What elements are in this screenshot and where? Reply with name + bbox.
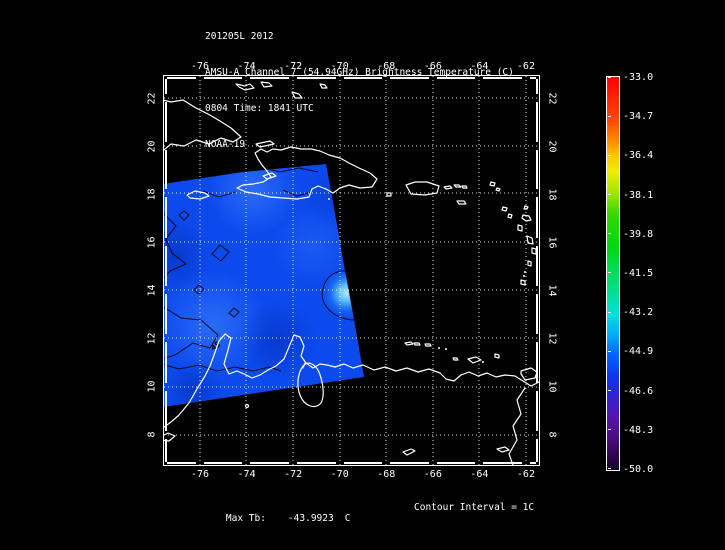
lat-label: 12 bbox=[146, 332, 158, 345]
lat-label: 10 bbox=[546, 380, 558, 393]
lat-label-cell: 14 bbox=[544, 281, 560, 301]
lat-label: 10 bbox=[146, 380, 158, 393]
colorbar-tick bbox=[608, 233, 611, 235]
max-tb-unit: C bbox=[344, 513, 351, 524]
colorbar-tick bbox=[608, 77, 611, 78]
lat-label: 16 bbox=[546, 236, 558, 249]
lat-axis-left: 22 20 18 16 14 12 10 8 bbox=[144, 88, 160, 445]
lat-label-cell: 20 bbox=[544, 136, 560, 156]
max-tb-label: Max Tb: bbox=[225, 513, 266, 524]
colorbar-label: -48.3 bbox=[623, 424, 654, 436]
datetime-line: 0804 Time: 1841 UTC bbox=[205, 103, 314, 114]
swath-hot-spot bbox=[321, 267, 364, 319]
colorbar-label: -44.9 bbox=[623, 346, 654, 358]
colorbar-label: -36.4 bbox=[623, 150, 654, 162]
colorbar-tick bbox=[608, 389, 611, 391]
lon-label: -72 bbox=[284, 61, 303, 72]
coastlines bbox=[163, 81, 540, 466]
lat-label-cell: 20 bbox=[144, 136, 160, 156]
colorbar-tick bbox=[608, 350, 611, 352]
title-block: 201205L 2012 AMSU-A Channel 7 (54.94GHz)… bbox=[205, 7, 514, 175]
lat-label: 20 bbox=[546, 140, 558, 153]
max-tb-value: -43.9923 bbox=[287, 513, 334, 524]
lat-label: 8 bbox=[146, 431, 158, 438]
colorbar-label: -46.6 bbox=[623, 385, 654, 397]
max-tb-readout: Max Tb: -43.9923 C bbox=[203, 502, 351, 535]
lat-label: 22 bbox=[146, 91, 158, 105]
lat-axis-right: 22 20 18 16 14 12 10 8 bbox=[544, 88, 560, 445]
lat-label-cell: 18 bbox=[544, 184, 560, 204]
colorbar-tick bbox=[608, 467, 611, 469]
colorbar-label: -50.0 bbox=[623, 463, 654, 475]
lat-label: 8 bbox=[546, 431, 558, 438]
product-id-line: 201205L 2012 bbox=[205, 31, 274, 42]
lat-label-cell: 12 bbox=[144, 329, 160, 349]
lat-label-cell: 22 bbox=[144, 88, 160, 108]
colorbar-label: -43.2 bbox=[623, 307, 654, 319]
lon-axis-bottom: -76 -74 -72 -70 -68 -66 -64 -62 bbox=[185, 469, 541, 481]
lon-label: -64 bbox=[470, 61, 489, 72]
lon-axis-top: -76 -74 -72 -70 -68 -66 -64 -62 bbox=[185, 61, 541, 73]
colorbar-tick bbox=[608, 272, 611, 274]
lon-label: -70 bbox=[330, 469, 349, 480]
lon-label: -62 bbox=[516, 469, 535, 480]
lat-label-cell: 16 bbox=[144, 232, 160, 252]
lat-label: 18 bbox=[146, 188, 158, 201]
colorbar-label: -33.0 bbox=[623, 72, 654, 83]
lat-label: 20 bbox=[146, 140, 158, 153]
lat-label-cell: 10 bbox=[144, 377, 160, 397]
lat-label-cell: 18 bbox=[144, 184, 160, 204]
lon-label: -66 bbox=[423, 61, 442, 72]
axis-rails bbox=[165, 77, 538, 464]
colorbar-tick bbox=[608, 311, 611, 313]
graticule-gridlines bbox=[164, 76, 539, 465]
lon-label: -74 bbox=[237, 469, 256, 480]
lat-label-cell: 22 bbox=[544, 88, 560, 108]
colorbar-tick bbox=[608, 428, 611, 430]
lon-label: -76 bbox=[190, 61, 210, 72]
colorbar-tick bbox=[608, 116, 611, 118]
lon-label: -72 bbox=[284, 469, 303, 480]
satellite-line: NOAA-19 bbox=[205, 139, 246, 150]
colorbar-tick bbox=[608, 155, 611, 157]
contour-interval-note: Contour Interval = 1C bbox=[414, 502, 535, 513]
lat-label: 14 bbox=[546, 284, 558, 297]
lat-label-cell: 8 bbox=[544, 425, 560, 445]
lat-label-cell: 8 bbox=[144, 425, 160, 445]
map-frame bbox=[163, 75, 540, 466]
lat-label: 14 bbox=[146, 284, 158, 297]
lat-label: 22 bbox=[546, 91, 558, 105]
colorbar-tick bbox=[608, 194, 611, 196]
colorbar-labels: -33.0 -34.7 -36.4 -38.1 -39.8 -41.5 -43.… bbox=[623, 72, 653, 476]
colorbar-label: -39.8 bbox=[623, 228, 654, 240]
lon-label: -70 bbox=[330, 61, 349, 72]
colorbar-gradient bbox=[606, 76, 620, 471]
lat-label: 18 bbox=[546, 188, 558, 201]
lon-label: -66 bbox=[423, 469, 442, 480]
colorbar-label: -34.7 bbox=[623, 111, 654, 123]
lat-label-cell: 10 bbox=[544, 377, 560, 397]
lat-label-cell: 14 bbox=[144, 281, 160, 301]
lon-label: -68 bbox=[377, 469, 396, 480]
colorbar-label: -38.1 bbox=[623, 189, 654, 201]
colorbar-label: -41.5 bbox=[623, 267, 654, 279]
lon-label: -74 bbox=[237, 61, 256, 72]
map-plot: 45 bbox=[163, 75, 540, 466]
lat-label: 12 bbox=[546, 332, 558, 345]
colorbar-ticks bbox=[608, 77, 611, 469]
lat-label: 16 bbox=[146, 236, 158, 249]
lon-label: -76 bbox=[190, 469, 210, 480]
chart-title-line: AMSU-A Channel 7 (54.94GHz) Brightness T… bbox=[205, 67, 514, 78]
lon-label: -62 bbox=[516, 61, 535, 72]
lat-label-cell: 16 bbox=[544, 232, 560, 252]
lat-label-cell: 12 bbox=[544, 329, 560, 349]
lon-label: -68 bbox=[377, 61, 396, 72]
satellite-swath bbox=[163, 164, 364, 407]
lon-label: -64 bbox=[470, 469, 489, 480]
